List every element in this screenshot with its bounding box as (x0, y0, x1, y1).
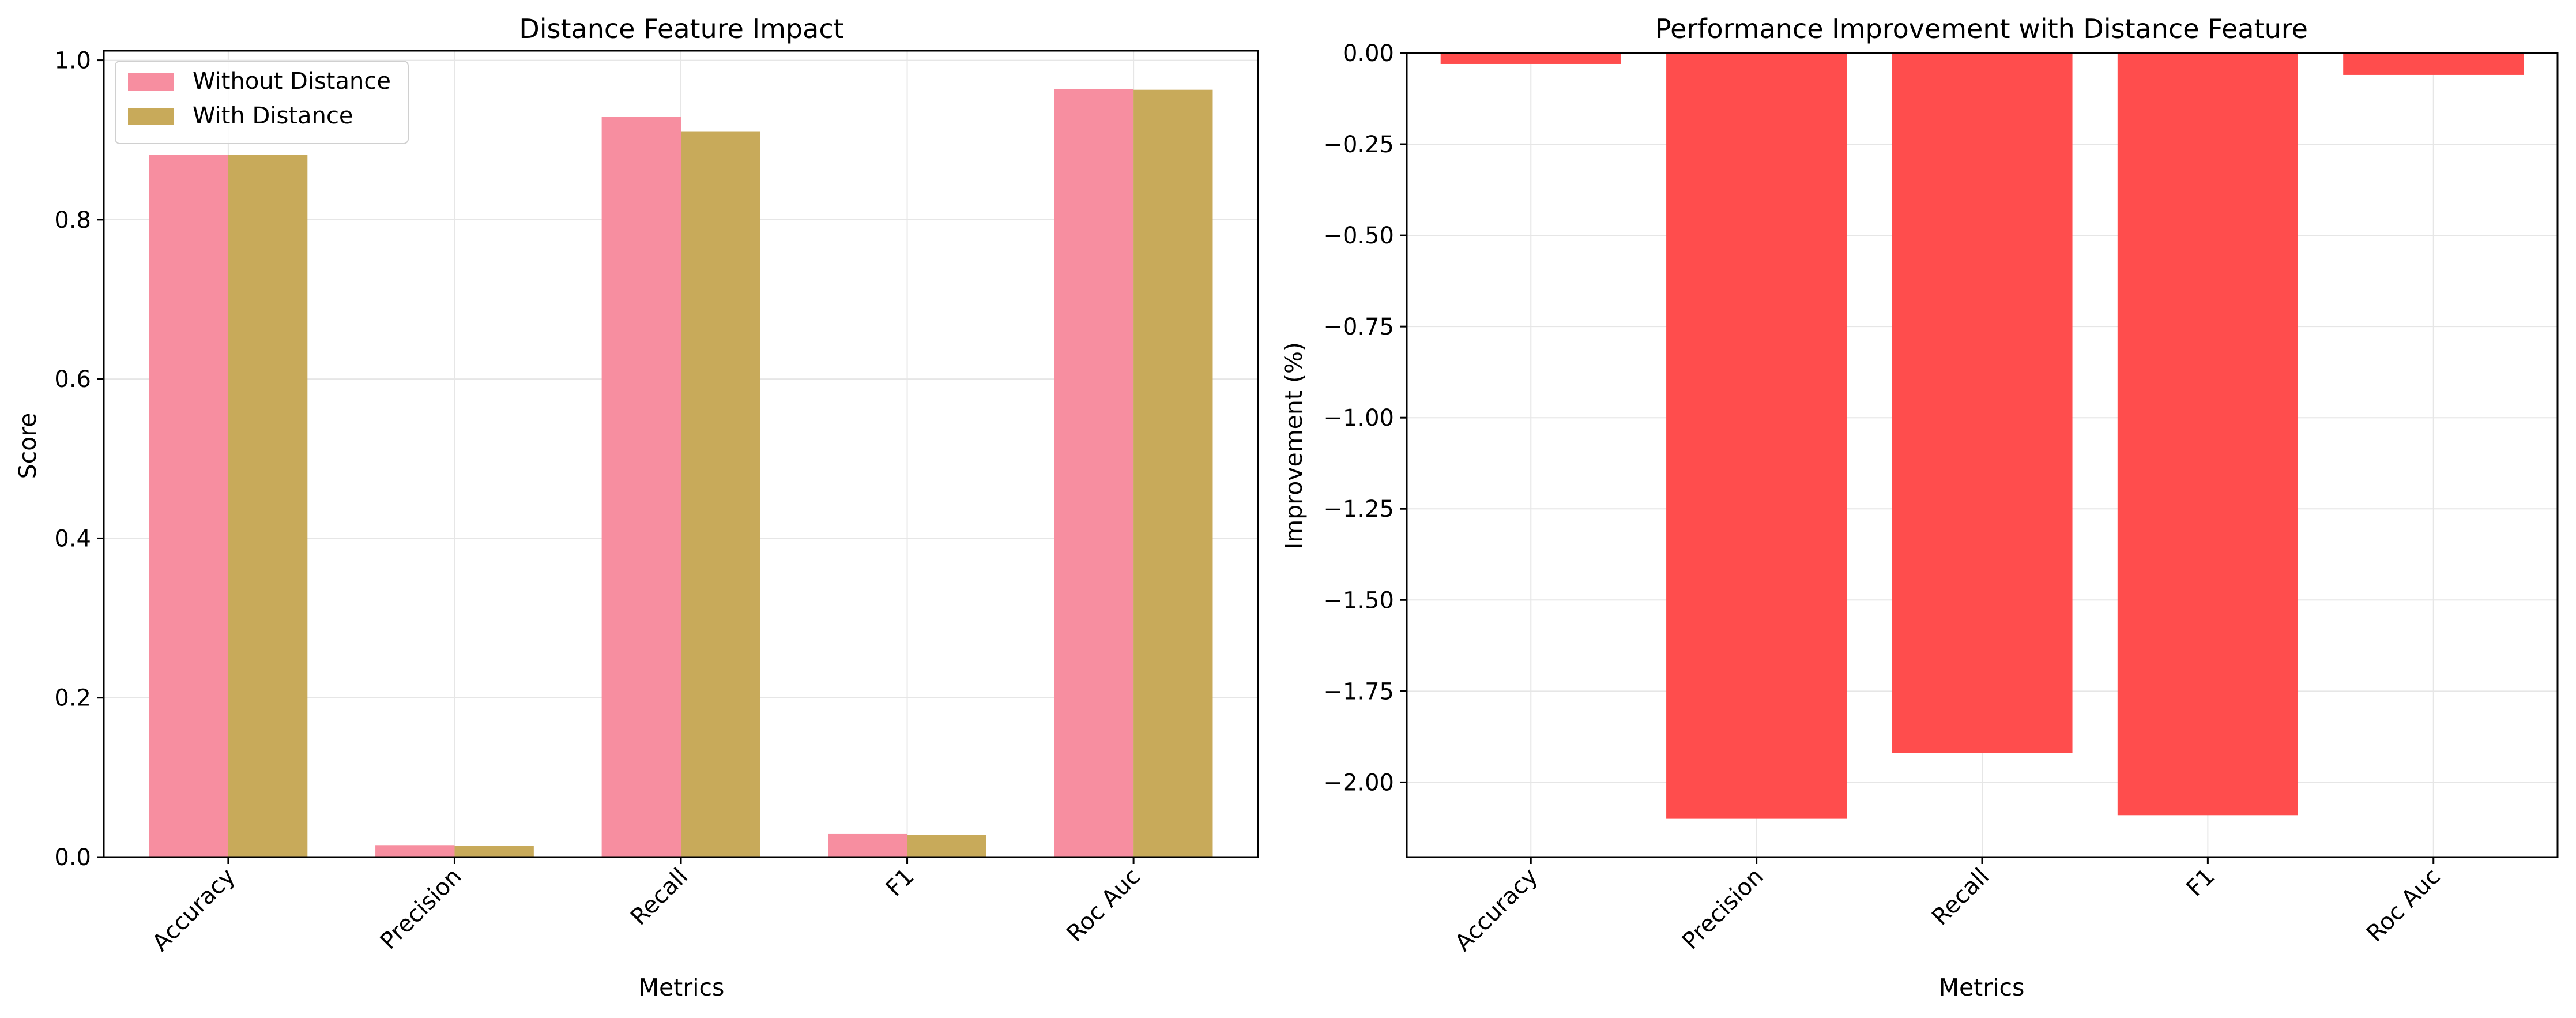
bar-with-distance-f1 (907, 835, 986, 857)
x-tick-label: F1 (2182, 863, 2220, 902)
x-tick-label: Recall (626, 863, 693, 931)
bar-with-distance-recall (681, 131, 760, 858)
y-tick-label: −2.00 (1323, 769, 1394, 796)
legend-swatch (128, 108, 174, 125)
legend-label: With Distance (193, 103, 353, 129)
y-tick-label: 1.0 (54, 48, 91, 74)
x-ticks-left: Accuracy Precision Recall F1 Roc Auc (147, 857, 1146, 956)
bar-with-distance-precision (454, 846, 534, 857)
bar-without-distance-accuracy (149, 155, 228, 857)
bar-improvement-accuracy (1440, 53, 1621, 64)
y-ticks-left: 0.0 0.2 0.4 0.6 0.8 1.0 (54, 48, 104, 871)
y-tick-label: −1.00 (1323, 405, 1394, 431)
bar-without-distance-f1 (828, 833, 907, 857)
x-tick-label: F1 (881, 863, 920, 902)
chart-title-right: Performance Improvement with Distance Fe… (1655, 13, 2308, 44)
y-axis-label-right: Improvement (%) (1280, 342, 1308, 550)
y-tick-label: −1.75 (1323, 678, 1394, 705)
bar-improvement-precision (1666, 53, 1847, 819)
x-axis-label-left: Metrics (639, 974, 725, 1001)
bar-with-distance-accuracy (228, 155, 308, 857)
bar-with-distance-roc-auc (1133, 89, 1213, 858)
x-tick-label: Precision (1677, 863, 1769, 955)
x-ticks-right: Accuracy Precision Recall F1 Roc Auc (1450, 857, 2446, 956)
y-tick-label: −0.50 (1323, 223, 1394, 249)
chart-title-left: Distance Feature Impact (519, 13, 843, 44)
y-axis-label-left: Score (14, 413, 42, 479)
y-tick-label: −1.25 (1323, 496, 1394, 523)
bar-without-distance-precision (375, 845, 455, 857)
x-axis-label-right: Metrics (1939, 974, 2025, 1001)
bar-improvement-f1 (2117, 53, 2298, 816)
x-tick-label: Accuracy (1450, 863, 1543, 957)
y-tick-label: 0.2 (54, 685, 91, 712)
bar-improvement-roc-auc (2343, 53, 2524, 75)
bar-without-distance-roc-auc (1054, 89, 1134, 857)
y-tick-label: 0.8 (54, 207, 91, 234)
x-tick-label: Recall (1927, 863, 1994, 931)
x-tick-label: Precision (375, 863, 467, 955)
legend-label: Without Distance (193, 68, 391, 95)
y-tick-label: 0.00 (1343, 40, 1394, 67)
y-tick-label: −0.25 (1323, 132, 1394, 158)
legend: Without Distance With Distance (115, 61, 409, 144)
y-tick-label: 0.0 (54, 844, 91, 871)
bar-improvement-recall (1892, 53, 2073, 753)
panel-performance-improvement: Performance Improvement with Distance Fe… (1280, 13, 2559, 1001)
bars-left (149, 89, 1213, 858)
y-tick-label: −0.75 (1323, 314, 1394, 340)
bar-without-distance-recall (601, 117, 681, 858)
y-ticks-right: 0.00 −0.25 −0.50 −0.75 −1.00 −1.25 −1.50 −1.75 −… (1323, 40, 1407, 796)
legend-swatch (128, 73, 174, 91)
y-tick-label: −1.50 (1323, 587, 1394, 614)
panel-distance-feature-impact: Distance Feature Impact 0.0 0.2 0.4 0.6 0.8 1… (14, 13, 1259, 1001)
bars-right (1440, 53, 2524, 819)
x-tick-label: Accuracy (147, 863, 240, 957)
x-tick-label: Roc Auc (1062, 863, 1146, 948)
x-tick-label: Roc Auc (2362, 863, 2446, 948)
legend-box (115, 61, 409, 144)
y-tick-label: 0.4 (54, 525, 91, 552)
y-tick-label: 0.6 (54, 366, 91, 393)
